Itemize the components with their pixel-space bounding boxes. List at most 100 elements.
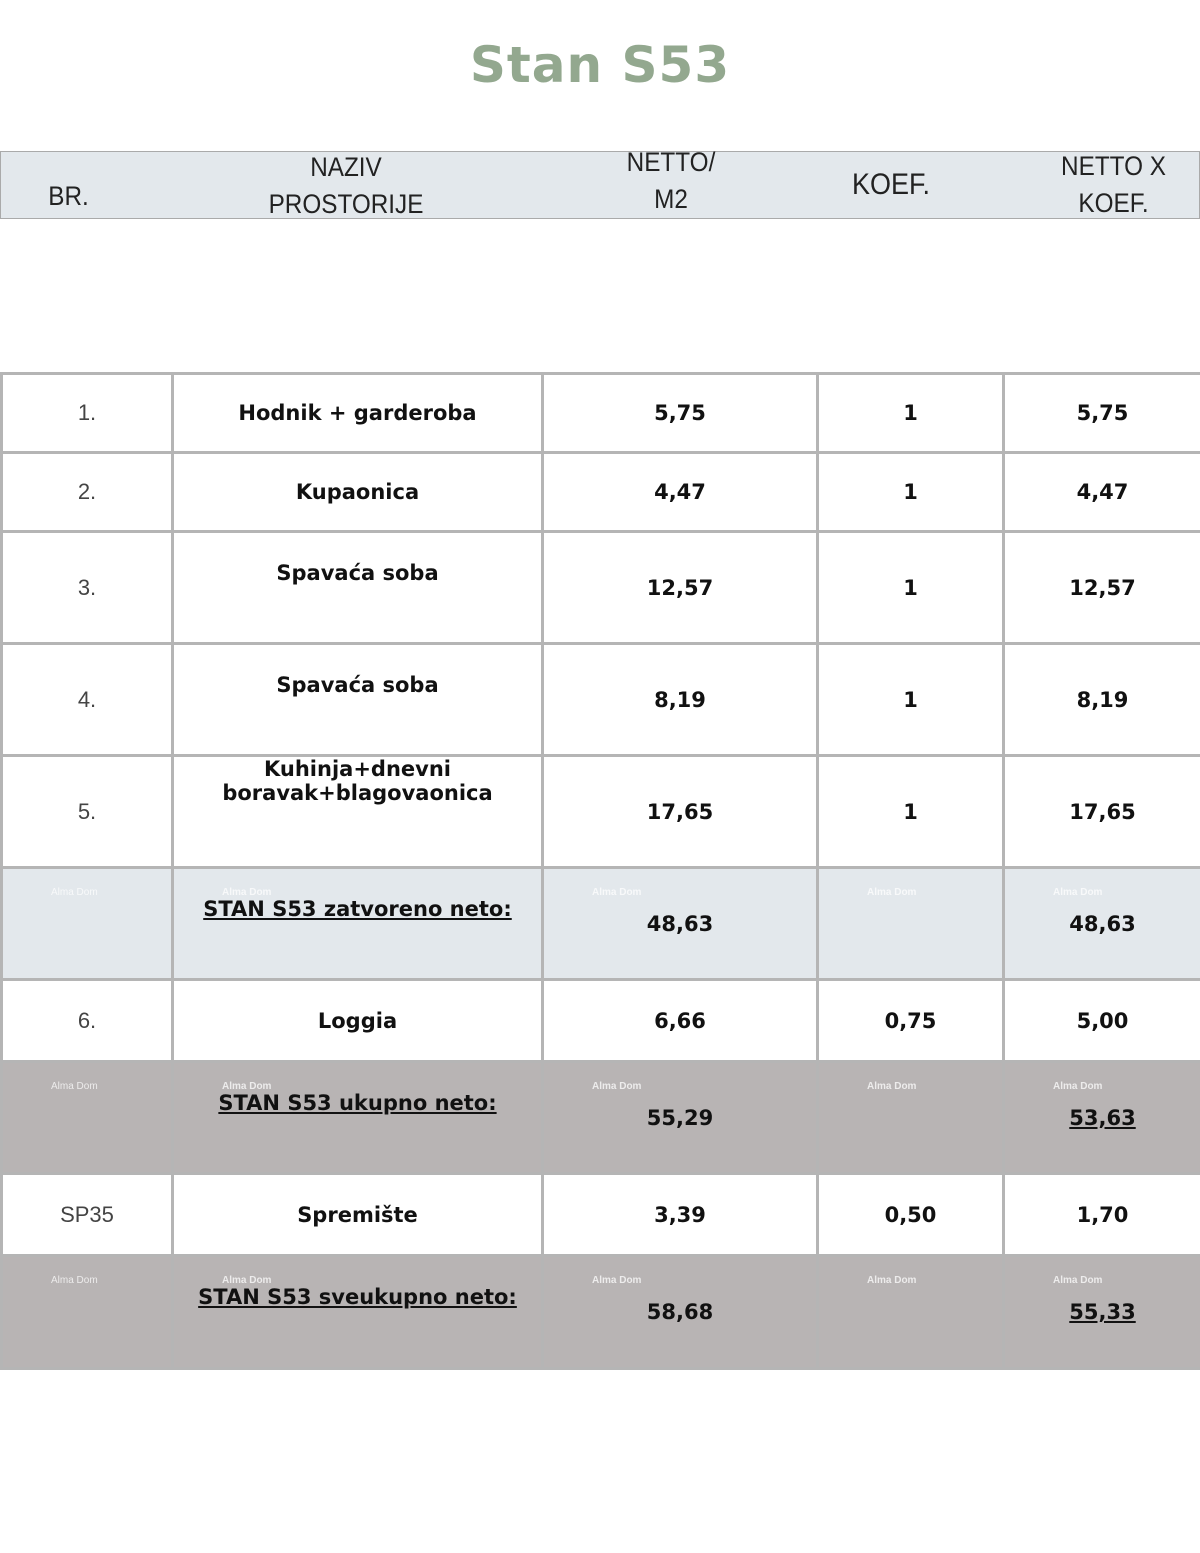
netto-m2: 55,29 <box>646 1105 714 1130</box>
netto-x-koef-cell: 5,75 <box>1002 372 1200 454</box>
netto-m2-cell: 5,75 <box>541 372 819 454</box>
netto-x-koef-cell: 55,33 Alma Dom <box>1002 1254 1200 1370</box>
koef: 1 <box>903 575 918 600</box>
room-name: Kupaonica <box>295 480 420 504</box>
netto-x-koef: 17,65 <box>1069 799 1136 824</box>
netto-m2: 17,65 <box>646 799 714 824</box>
br-cell: 6. <box>0 978 174 1063</box>
netto-x-koef-cell: 17,65 <box>1002 754 1200 869</box>
netto-m2: 48,63 <box>646 911 714 936</box>
br: 3. <box>77 574 97 600</box>
header-koef: KOEF. <box>851 168 931 201</box>
watermark: Alma Dom <box>1053 1275 1103 1286</box>
watermark: Alma Dom <box>51 1275 98 1286</box>
header-netto-line2: M2 <box>654 184 688 214</box>
table-row: Alma Dom STAN S53 sveukupno neto: Alma Dom… <box>0 1254 1200 1370</box>
table-row: 2. Kupaonica 4,47 1 4,47 <box>0 451 1200 533</box>
netto-x-koef-cell: 5,00 <box>1002 978 1200 1063</box>
netto-x-koef-cell: 8,19 <box>1002 642 1200 757</box>
netto-m2-cell: 48,63 Alma Dom <box>541 866 819 981</box>
br-cell: Alma Dom <box>0 1254 174 1370</box>
netto-x-koef-cell: 12,57 <box>1002 530 1200 645</box>
table-row: 5. Kuhinja+dnevni boravak+blagovaonica 17,… <box>0 754 1200 869</box>
netto-x-koef: 55,33 <box>1069 1300 1136 1324</box>
watermark: Alma Dom <box>867 887 917 898</box>
room-name: Loggia <box>317 1008 398 1033</box>
room-name: Hodnik + garderoba <box>238 401 477 425</box>
netto-m2-cell: 6,66 <box>541 978 819 1063</box>
watermark: Alma Dom <box>222 1275 272 1286</box>
br: 1. <box>77 400 97 425</box>
koef: 0,50 <box>884 1202 937 1227</box>
watermark: Alma Dom <box>1053 887 1103 898</box>
br-cell: Alma Dom <box>0 1060 174 1175</box>
room-name-cell: Spavaća soba <box>171 642 544 757</box>
rooms-table: 1. Hodnik + garderoba 5,75 1 5,75 2. Kupaonica… <box>0 372 1200 1370</box>
netto-x-koef: 1,70 <box>1076 1202 1129 1227</box>
header-nettoxkoef: NETTO X KOEF. <box>1039 148 1188 222</box>
br: 5. <box>77 798 97 824</box>
netto-x-koef: 5,75 <box>1076 401 1129 425</box>
table-row: 3. Spavaća soba 12,57 1 12,57 <box>0 530 1200 645</box>
room-name-cell: Kupaonica <box>171 451 544 533</box>
netto-m2-cell: 8,19 <box>541 642 819 757</box>
netto-m2-cell: 4,47 <box>541 451 819 533</box>
table-row: SP35 Spremište 3,39 0,50 1,70 <box>0 1172 1200 1257</box>
page-title: Stan S53 <box>469 36 731 94</box>
netto-m2-cell: 55,29 Alma Dom <box>541 1060 819 1175</box>
header-netto: NETTO/M2 <box>599 144 743 218</box>
room-name-cell: Spavaća soba <box>171 530 544 645</box>
watermark: Alma Dom <box>222 887 272 898</box>
header-nettoxkoef-line2: KOEF. <box>1078 188 1149 218</box>
watermark: Alma Dom <box>51 1081 98 1092</box>
koef-cell: 1 <box>816 642 1005 757</box>
table-row: 6. Loggia 6,66 0,75 5,00 <box>0 978 1200 1063</box>
netto-x-koef: 4,47 <box>1076 480 1129 504</box>
netto-x-koef: 53,63 <box>1069 1105 1136 1130</box>
koef-cell: Alma Dom <box>816 1060 1005 1175</box>
koef-cell: 1 <box>816 372 1005 454</box>
header-nettoxkoef-line1: NETTO X <box>1061 151 1166 181</box>
table-row: Alma Dom STAN S53 zatvoreno neto: Alma Dom… <box>0 866 1200 981</box>
room-name-cell: STAN S53 zatvoreno neto: Alma Dom <box>171 866 544 981</box>
netto-x-koef-cell: 53,63 Alma Dom <box>1002 1060 1200 1175</box>
br-cell: SP35 <box>0 1172 174 1257</box>
netto-m2: 4,47 <box>654 480 706 504</box>
br: 2. <box>77 479 97 504</box>
br-cell: 4. <box>0 642 174 757</box>
netto-m2: 58,68 <box>646 1300 714 1324</box>
koef: 1 <box>903 799 918 824</box>
koef-cell: 1 <box>816 530 1005 645</box>
room-name: Spavaća soba <box>276 673 439 697</box>
room-name: STAN S53 sveukupno neto: <box>198 1285 517 1309</box>
br-cell: 2. <box>0 451 174 533</box>
watermark: Alma Dom <box>867 1081 917 1092</box>
header-br: BR. <box>48 181 89 211</box>
header-naziv: NAZIV PROSTORIJE <box>243 149 450 223</box>
br-cell: Alma Dom <box>0 866 174 981</box>
netto-x-koef-cell: 4,47 <box>1002 451 1200 533</box>
netto-x-koef: 5,00 <box>1076 1008 1129 1033</box>
netto-x-koef-cell: 48,63 Alma Dom <box>1002 866 1200 981</box>
koef: 1 <box>903 480 918 504</box>
table-row: Alma Dom STAN S53 ukupno neto: Alma Dom 55,… <box>0 1060 1200 1175</box>
header-naziv-line1: NAZIV <box>310 152 382 182</box>
koef-cell: Alma Dom <box>816 866 1005 981</box>
netto-m2: 5,75 <box>654 401 706 425</box>
room-name-cell: STAN S53 ukupno neto: Alma Dom <box>171 1060 544 1175</box>
netto-x-koef: 12,57 <box>1069 575 1136 600</box>
table-row: 1. Hodnik + garderoba 5,75 1 5,75 <box>0 372 1200 454</box>
br: SP35 <box>60 1201 114 1227</box>
watermark: Alma Dom <box>51 887 98 898</box>
koef-cell: 1 <box>816 754 1005 869</box>
room-name: Spremište <box>297 1202 418 1227</box>
netto-m2-cell: 17,65 <box>541 754 819 869</box>
watermark: Alma Dom <box>592 1081 642 1092</box>
watermark: Alma Dom <box>222 1081 272 1092</box>
watermark: Alma Dom <box>592 1275 642 1286</box>
room-name-cell: Kuhinja+dnevni boravak+blagovaonica <box>171 754 544 869</box>
header-netto-line1: NETTO/ <box>626 147 716 177</box>
netto-m2: 6,66 <box>654 1008 706 1033</box>
watermark: Alma Dom <box>867 1275 917 1286</box>
